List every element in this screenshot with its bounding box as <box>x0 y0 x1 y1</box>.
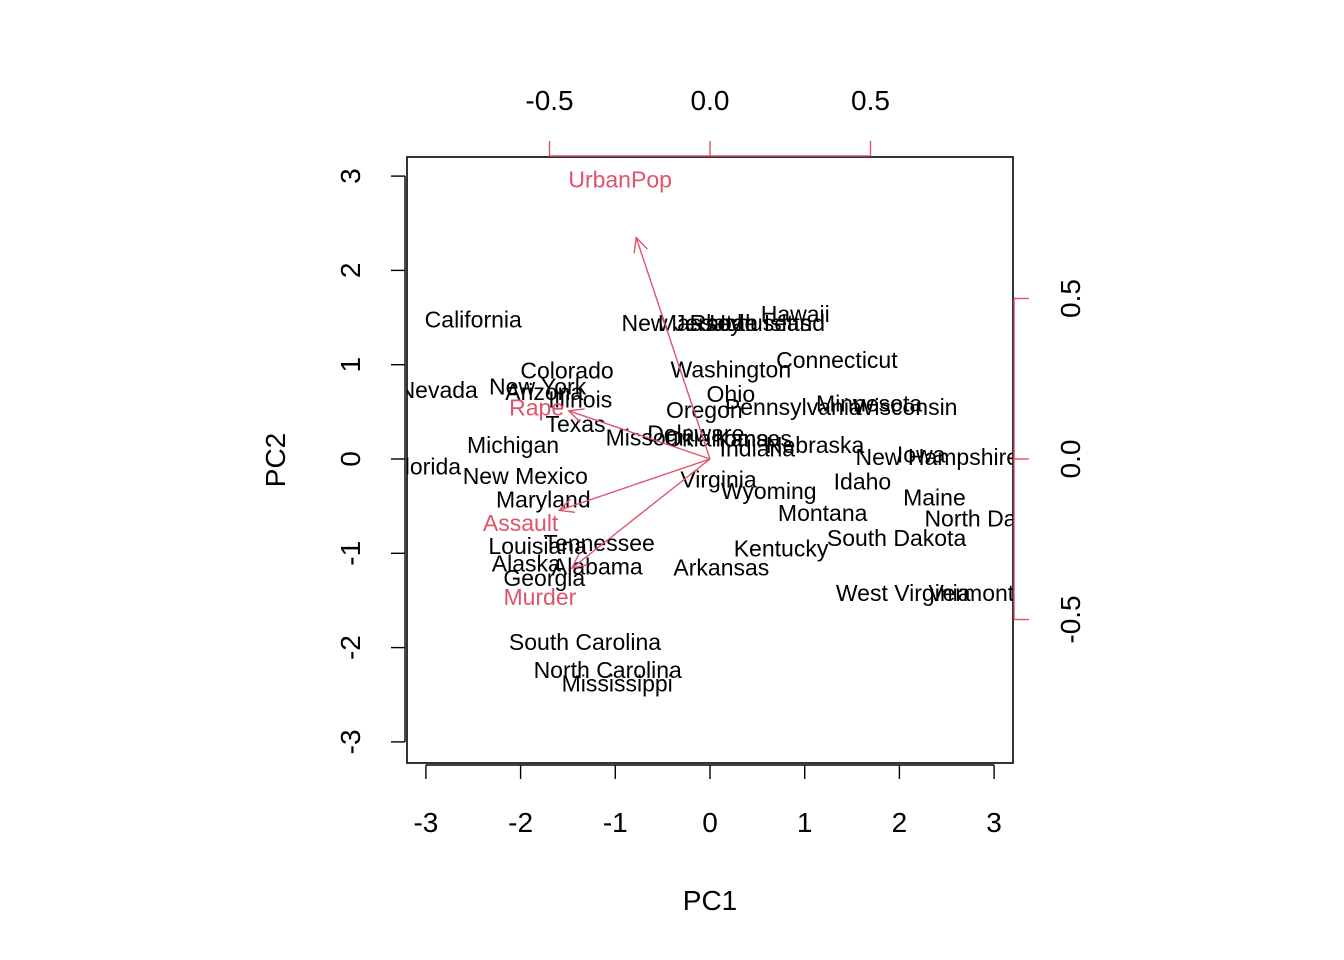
state-label: Oklahoma <box>664 425 769 451</box>
state-label: Washington <box>671 356 792 382</box>
state-label: Alabama <box>552 554 643 580</box>
y-tick-label: 3 <box>335 168 366 184</box>
x-tick-label: -2 <box>508 807 533 838</box>
y-tick-label: -1 <box>335 541 366 566</box>
state-label: Arkansas <box>673 554 769 580</box>
bottom-x-axis: -3 -2 -1 0 1 2 3 <box>413 764 1002 838</box>
state-label: New Mexico <box>463 463 588 489</box>
x-tick-label: 3 <box>986 807 1002 838</box>
y-tick-label: 1 <box>335 357 366 373</box>
top-tick-label: -0.5 <box>525 85 573 116</box>
state-label: West Virginia <box>836 580 971 606</box>
state-label: Michigan <box>467 432 559 458</box>
state-label: Wyoming <box>721 478 817 504</box>
right-loading-axis: -0.5 0.0 0.5 <box>1013 279 1086 644</box>
x-axis-title: PC1 <box>683 885 737 916</box>
state-label: Georgia <box>503 565 585 591</box>
state-label: South Dakota <box>827 525 967 551</box>
loading-arrow-shaft <box>635 237 711 460</box>
state-label: Tennessee <box>544 530 655 556</box>
state-label: California <box>425 306 522 332</box>
right-tick-label: -0.5 <box>1055 595 1086 643</box>
right-tick-label: 0.0 <box>1055 440 1086 479</box>
state-label: Kansas <box>715 425 792 451</box>
state-label: Texas <box>545 411 605 437</box>
state-label: Colorado <box>520 357 613 383</box>
x-tick-label: 2 <box>892 807 908 838</box>
state-label: Florida <box>391 454 462 480</box>
state-label: Maryland <box>496 487 591 513</box>
loading-arrow-head <box>557 498 576 514</box>
state-label: North Dakota <box>924 505 1060 531</box>
state-label: Iowa <box>897 441 946 467</box>
state-label: Virginia <box>680 467 756 493</box>
state-label: Idaho <box>834 469 892 495</box>
loading-label: Murder <box>503 584 576 610</box>
state-label: Massachusetts <box>658 310 811 336</box>
state-label: Kentucky <box>734 536 829 562</box>
loading-arrow-shaft <box>568 410 711 460</box>
right-tick-label: 0.5 <box>1055 279 1086 318</box>
loading-label: UrbanPop <box>568 167 672 193</box>
top-tick-label: 0.5 <box>851 85 890 116</box>
state-label: Wisconsin <box>853 394 958 420</box>
state-label: Nevada <box>399 377 478 403</box>
x-tick-label: -3 <box>413 807 438 838</box>
loading-arrow-head <box>570 553 588 570</box>
state-label: Indiana <box>720 436 796 462</box>
state-label: Louisiana <box>488 533 587 559</box>
state-label: Delaware <box>647 421 744 447</box>
loading-label: Rape <box>509 395 564 421</box>
state-label: Arizona <box>505 379 583 405</box>
state-label: Vermont <box>929 580 1015 606</box>
state-label: Nebraska <box>766 432 865 458</box>
x-tick-label: 0 <box>702 807 718 838</box>
loading-label: Assault <box>483 510 559 536</box>
left-y-axis: -3 -2 -1 0 1 2 3 <box>335 168 406 754</box>
state-label: Montana <box>778 500 868 526</box>
x-tick-label: -1 <box>603 807 628 838</box>
plot-frame <box>406 156 1014 764</box>
top-loading-axis: -0.5 0.0 0.5 <box>525 85 890 157</box>
state-label: North Carolina <box>534 657 682 683</box>
state-label: Maine <box>903 485 966 511</box>
loading-arrow-shaft <box>571 458 711 569</box>
state-label: Connecticut <box>776 347 898 373</box>
state-label: Hawaii <box>761 301 830 327</box>
y-tick-label: -2 <box>335 635 366 660</box>
state-label: Oregon <box>666 397 743 423</box>
loading-arrow-head <box>633 235 648 254</box>
x-tick-label: 1 <box>797 807 813 838</box>
y-tick-label: 2 <box>335 263 366 279</box>
y-tick-label: 0 <box>335 451 366 467</box>
state-label: Minnesota <box>816 390 922 416</box>
loading-arrow-shaft <box>558 458 711 512</box>
loading-arrow-head <box>567 408 585 423</box>
y-axis-title: PC2 <box>260 433 291 487</box>
state-label: Alaska <box>492 551 561 577</box>
state-label: Rhode Island <box>690 310 826 336</box>
state-label: Ohio <box>707 381 756 407</box>
state-label: New Hampshire <box>855 444 1019 470</box>
state-label: New York <box>489 373 587 399</box>
state-label: New Jersey <box>622 310 743 336</box>
loading-arrows: UrbanPop Rape Assault Murder <box>483 167 711 610</box>
top-tick-label: 0.0 <box>691 85 730 116</box>
state-label: South Carolina <box>509 629 661 655</box>
state-label: Pennsylvania <box>725 394 862 420</box>
state-label: Mississippi <box>562 670 673 696</box>
state-label: Illinois <box>548 387 612 413</box>
y-tick-label: -3 <box>335 729 366 754</box>
state-label: Utah <box>709 310 758 336</box>
